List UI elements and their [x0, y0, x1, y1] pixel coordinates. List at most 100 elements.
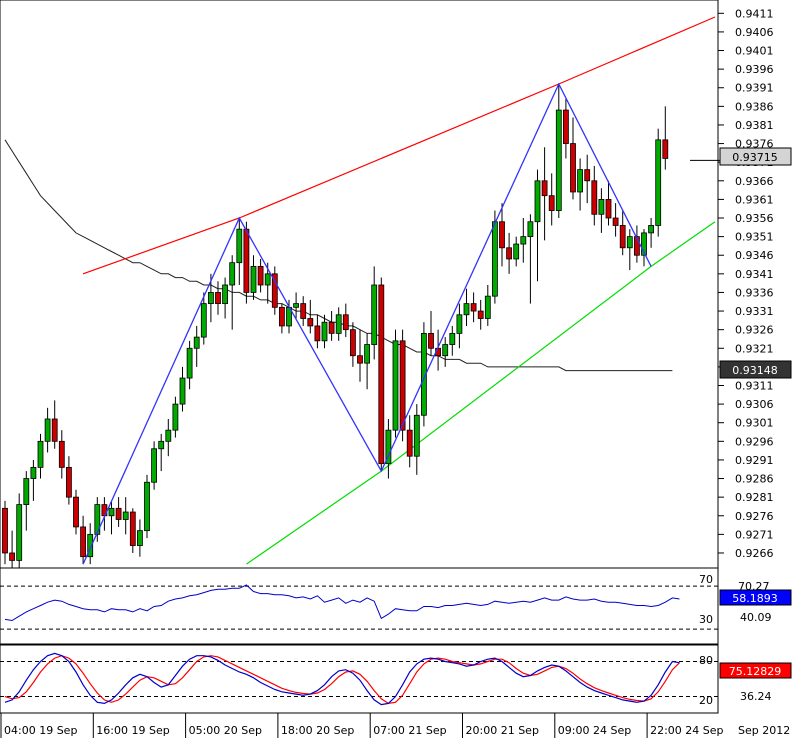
stoch-label-mid: 36.24 — [740, 690, 772, 703]
bearish-candle-body — [378, 284, 385, 465]
price-axis-tick-label: 0.9296 — [735, 435, 774, 448]
price-axis-tick-label: 0.9411 — [735, 7, 774, 20]
bullish-candle-body — [16, 504, 23, 561]
bullish-candle-body — [172, 403, 179, 431]
candle — [413, 404, 420, 475]
bearish-candle-body — [470, 303, 477, 312]
bullish-candle-body — [30, 466, 37, 479]
bearish-candle-body — [584, 169, 591, 182]
bullish-candle-body — [335, 314, 342, 334]
candle — [30, 459, 37, 501]
bearish-candle-body — [300, 303, 307, 319]
bearish-candle-body — [548, 195, 555, 211]
candle — [165, 418, 172, 457]
bullish-candle-body — [449, 332, 456, 345]
candle — [357, 329, 363, 382]
bearish-candle-body — [9, 552, 16, 561]
bearish-candle-body — [243, 228, 250, 293]
bullish-candle-body — [158, 440, 165, 450]
bullish-candle-body — [484, 295, 491, 319]
bullish-candle-body — [321, 321, 328, 342]
bearish-candle-body — [477, 310, 484, 319]
bullish-candle-body — [200, 303, 207, 338]
bullish-candle-body — [392, 340, 399, 431]
price-axis-tick-label: 0.9366 — [735, 175, 774, 188]
price-axis-tick-label: 0.9326 — [735, 324, 774, 337]
price-axis-tick-label: 0.9376 — [735, 138, 774, 151]
zigzag-line — [82, 82, 652, 565]
current-price-box — [719, 147, 792, 166]
candle — [2, 500, 8, 565]
candle — [364, 333, 371, 390]
candle — [662, 106, 669, 170]
bullish-candle-body — [463, 303, 470, 316]
ma-price-marker: 0.93148 — [719, 360, 792, 379]
bullish-candle-body — [413, 414, 420, 457]
price-axis-tick-label: 0.9351 — [735, 231, 774, 244]
rsi-level-30: 30 — [699, 613, 713, 626]
support-trendline — [246, 221, 716, 565]
bearish-candle-body — [129, 511, 136, 546]
candle — [392, 329, 399, 438]
candle — [442, 337, 449, 367]
candle — [278, 303, 285, 334]
bearish-candle-body — [58, 440, 65, 468]
candle — [548, 173, 555, 226]
candle — [570, 117, 576, 200]
time-axis-tick-label: 09:00 24 Sep — [558, 724, 631, 737]
bearish-candle-body — [570, 143, 576, 193]
candle — [66, 456, 72, 505]
candle — [555, 84, 562, 219]
candle — [115, 497, 122, 527]
candle — [271, 266, 278, 315]
candle — [215, 281, 221, 315]
bullish-candle-body — [534, 180, 541, 223]
bearish-candle-body — [73, 496, 79, 528]
bullish-candle-body — [44, 418, 51, 442]
bullish-candle-body — [136, 530, 143, 546]
stoch-signal-line — [4, 655, 680, 705]
bullish-candle-body — [456, 314, 463, 334]
stoch-current-label: 75.12829 — [729, 665, 782, 678]
bearish-candle-body — [612, 217, 619, 226]
candle — [172, 396, 179, 438]
price-axis-tick-label: 0.9286 — [735, 473, 774, 486]
candle — [591, 165, 598, 226]
bullish-candle-body — [186, 347, 193, 379]
candle — [349, 322, 356, 367]
bullish-candle-body — [108, 507, 115, 517]
candle — [491, 210, 498, 304]
candle — [257, 258, 264, 293]
candle — [129, 508, 136, 553]
candle — [520, 218, 527, 263]
price-axis-tick-label: 0.9281 — [735, 491, 774, 504]
bullish-candle-body — [23, 478, 30, 505]
candle — [51, 400, 58, 449]
candle — [179, 366, 186, 412]
candle — [122, 497, 129, 535]
bullish-candle-body — [179, 377, 186, 405]
candle — [477, 299, 484, 330]
rsi-layer — [0, 584, 718, 630]
price-panel — [0, 0, 719, 569]
rsi-panel — [0, 567, 719, 645]
zigzag-layer — [82, 82, 652, 565]
stochastic-layer — [0, 652, 718, 706]
bullish-candle-body — [442, 344, 449, 357]
bullish-candle-body — [236, 228, 243, 264]
candle — [648, 218, 654, 248]
bullish-candle-body — [165, 429, 172, 442]
candle — [314, 314, 321, 349]
price-axis-tick-label: 0.9386 — [735, 100, 774, 113]
candle — [449, 325, 456, 356]
price-axis-tick-label: 0.9381 — [735, 119, 774, 132]
stochastic-panel — [0, 644, 719, 714]
bullish-candle-body — [577, 169, 583, 193]
candle — [151, 441, 158, 490]
bearish-candle-body — [80, 526, 86, 558]
bullish-candle-body — [371, 284, 378, 345]
bearish-candle-body — [499, 221, 505, 249]
candle — [584, 154, 591, 204]
